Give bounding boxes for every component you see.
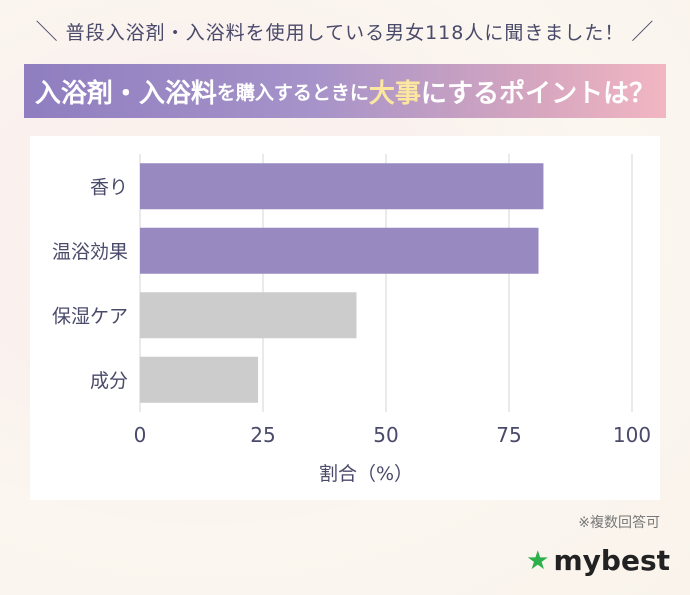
- right-slash-decoration: ／: [631, 20, 655, 45]
- x-tick-label-4: 100: [613, 423, 651, 447]
- banner-part-2: を購入するときに: [216, 81, 369, 104]
- bar-1: [140, 227, 539, 274]
- category-label-0: 香り: [90, 176, 128, 198]
- bar-2: [140, 292, 357, 339]
- banner-part-3: 大事: [368, 78, 421, 109]
- brand-logo: ★ mybest: [526, 544, 670, 577]
- survey-header: ＼ 普段入浴剤・入浴料を使用している男女118人に聞きました！ ／: [0, 14, 690, 46]
- category-label-3: 成分: [90, 370, 128, 392]
- x-tick-label-0: 0: [134, 423, 147, 447]
- category-label-2: 保湿ケア: [52, 305, 128, 327]
- left-slash-decoration: ＼: [35, 20, 59, 45]
- x-tick-label-2: 50: [373, 423, 398, 447]
- category-label-1: 温浴効果: [52, 241, 128, 263]
- banner-part-4: にするポイントは？: [420, 78, 656, 109]
- x-tick-label-3: 75: [496, 423, 521, 447]
- x-axis-title: 割合（%）: [319, 463, 413, 485]
- survey-text: 普段入浴剤・入浴料を使用している男女118人に聞きました！: [65, 22, 625, 44]
- brand-name: mybest: [553, 544, 670, 577]
- bar-3: [140, 356, 259, 403]
- question-banner: 入浴剤・入浴料 を購入するときに 大事 にするポイントは？: [24, 64, 666, 118]
- bar-0: [140, 163, 544, 210]
- x-tick-label-1: 25: [250, 423, 275, 447]
- footnote: ※複数回答可: [578, 515, 660, 531]
- banner-part-1: 入浴剤・入浴料: [34, 78, 217, 109]
- star-icon: ★: [526, 545, 550, 576]
- chart-panel: 香り温浴効果保湿ケア成分 0 25 50 75 100 割合（%）: [30, 136, 660, 500]
